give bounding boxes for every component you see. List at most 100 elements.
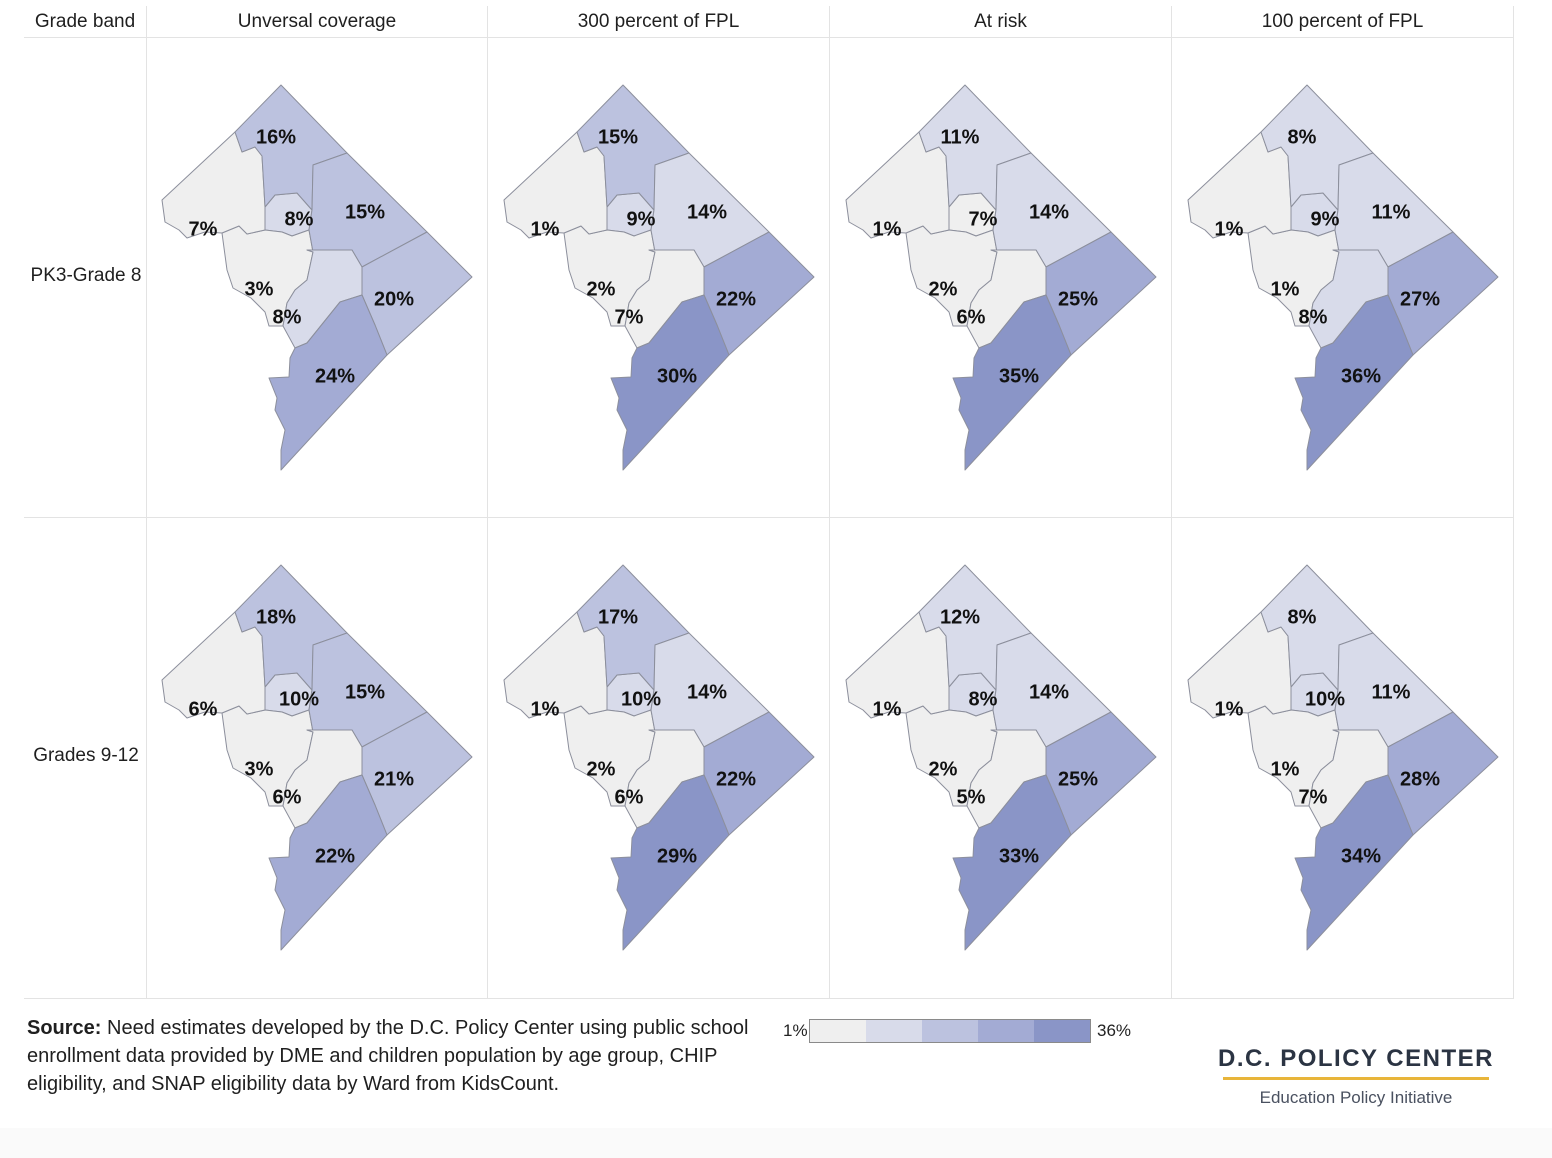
brand-logo: D.C. POLICY CENTER Education Policy Init… [1215,1045,1497,1108]
ward-value-label: 18% [256,606,296,628]
header-universal-coverage: Unversal coverage [237,11,397,32]
ward-value-label: 15% [598,126,638,148]
ward-region [234,564,348,691]
ward-value-label: 16% [256,126,296,148]
ward-region [918,564,1032,691]
choropleth-maps: 8% 3% 7% 16% 15% 8% 20% 24% 9% 2% 1% 15% 14% 7% 22% 30%… [161,84,1499,951]
header-100-fpl: 100 percent of FPL [1261,11,1424,32]
source-note: Source: Need estimates developed by the … [27,1014,767,1098]
ward-value-label: 15% [345,681,385,703]
ward-value-label: 1% [531,698,560,720]
ward-region [610,294,730,471]
legend-min-label: 1% [783,1021,808,1040]
ward-value-label: 11% [1372,201,1411,223]
map-panel: 9% 1% 1% 8% 11% 8% 27% 36% [1187,84,1499,471]
ward-region [576,84,690,211]
legend-swatch [922,1020,978,1042]
brand-rule [1223,1077,1489,1080]
ward-value-label: 1% [1215,698,1244,720]
ward-value-label: 34% [1341,845,1381,867]
ward-value-label: 8% [1288,126,1317,148]
ward-region [952,294,1072,471]
ward-value-label: 22% [315,845,355,867]
ward-value-label: 28% [1400,768,1440,790]
ward-value-label: 9% [1311,208,1340,230]
ward-value-label: 6% [957,306,986,328]
map-panel: 10% 3% 6% 18% 15% 6% 21% 22% [161,564,473,951]
ward-value-label: 1% [1271,278,1300,300]
ward-value-label: 2% [587,758,616,780]
legend-swatch [810,1020,866,1042]
ward-value-label: 24% [315,365,355,387]
ward-value-label: 7% [969,208,998,230]
ward-value-label: 7% [1299,786,1328,808]
ward-region [268,774,388,951]
ward-value-label: 25% [1058,768,1098,790]
legend-max-label: 36% [1097,1021,1132,1040]
ward-value-label: 2% [587,278,616,300]
grid-line [1171,6,1172,999]
ward-region [1260,564,1374,691]
grid-line [829,6,830,999]
row-label-grades-9-12: Grades 9-12 [33,745,139,766]
ward-region [1294,774,1414,951]
color-scale-legend [809,1019,1091,1043]
ward-value-label: 14% [1029,201,1069,223]
ward-value-label: 6% [189,698,218,720]
ward-region [576,564,690,691]
ward-value-label: 35% [999,365,1039,387]
grid-line [487,6,488,999]
brand-name: D.C. POLICY CENTER [1218,1045,1494,1072]
ward-value-label: 5% [957,786,986,808]
ward-value-label: 29% [657,845,697,867]
ward-value-label: 3% [245,278,274,300]
ward-value-label: 22% [716,768,756,790]
ward-value-label: 21% [374,768,414,790]
ward-value-label: 10% [621,688,661,710]
grid-line [1513,6,1514,999]
ward-region [268,294,388,471]
ward-value-label: 10% [279,688,319,710]
grid-line [24,998,1514,999]
ward-value-label: 36% [1341,365,1381,387]
ward-region [234,84,348,211]
ward-value-label: 1% [1215,218,1244,240]
source-label: Source: [27,1017,102,1039]
ward-value-label: 2% [929,758,958,780]
map-panel: 7% 2% 1% 11% 14% 6% 25% 35% [845,84,1157,471]
header-300-fpl: 300 percent of FPL [577,11,740,32]
bottom-band [0,1128,1552,1158]
ward-value-label: 1% [1271,758,1300,780]
ward-region [610,774,730,951]
row-label-pk3-grade-8: PK3-Grade 8 [30,265,142,286]
ward-value-label: 1% [873,698,902,720]
ward-value-label: 22% [716,288,756,310]
ward-value-label: 2% [929,278,958,300]
map-panel: 8% 3% 7% 16% 15% 8% 20% 24% [161,84,473,471]
ward-value-label: 14% [1029,681,1069,703]
ward-region [918,84,1032,211]
ward-value-label: 3% [245,758,274,780]
map-panel: 8% 2% 1% 12% 14% 5% 25% 33% [845,564,1157,951]
ward-value-label: 1% [531,218,560,240]
ward-value-label: 30% [657,365,697,387]
legend-swatch [1034,1020,1090,1042]
legend-swatch [866,1020,922,1042]
ward-value-label: 17% [598,606,638,628]
ward-value-label: 7% [615,306,644,328]
ward-value-label: 33% [999,845,1039,867]
ward-region [952,774,1072,951]
ward-value-label: 11% [941,126,980,148]
map-panel: 10% 1% 1% 8% 11% 7% 28% 34% [1187,564,1499,951]
grid-line [146,6,147,999]
ward-value-label: 25% [1058,288,1098,310]
ward-region [1294,294,1414,471]
ward-value-label: 8% [273,306,302,328]
grid-line [24,517,1514,518]
ward-value-label: 6% [273,786,302,808]
header-grade-band: Grade band [34,11,136,32]
map-panel: 10% 2% 1% 17% 14% 6% 22% 29% [503,564,815,951]
ward-value-label: 20% [374,288,414,310]
header-at-risk: At risk [974,11,1027,32]
ward-value-label: 6% [615,786,644,808]
